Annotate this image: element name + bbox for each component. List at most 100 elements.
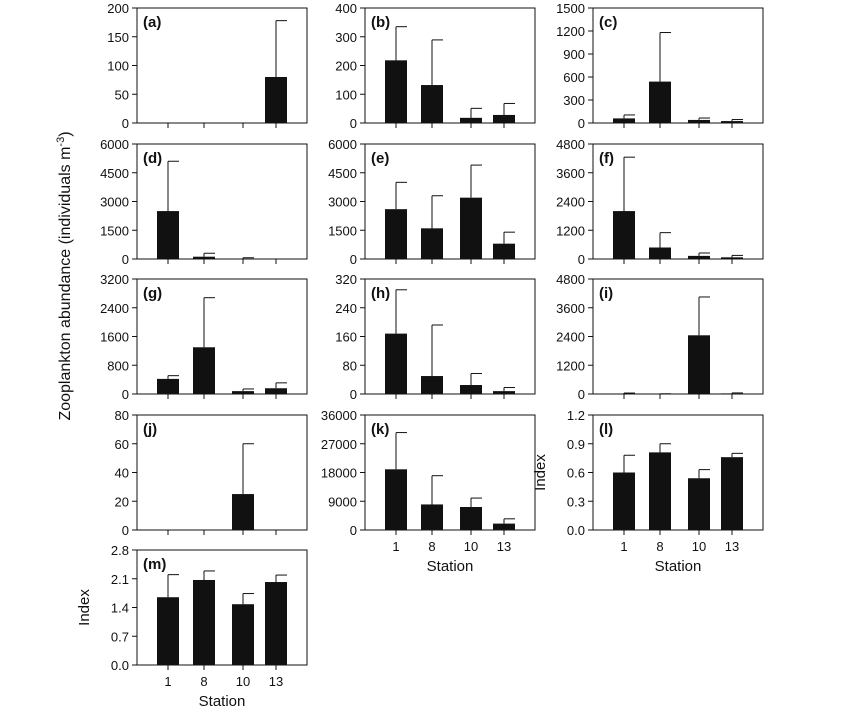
panel-j-ytick-label: 60 xyxy=(115,437,129,452)
panel-g-frame xyxy=(136,278,308,395)
panel-a-label: (a) xyxy=(143,14,161,31)
panel-m-xlabel: Station xyxy=(199,693,246,710)
panel-c-ytick-label: 300 xyxy=(563,93,585,108)
panel-l-ytick-label: 0.6 xyxy=(567,466,585,481)
panel-e-bar-8 xyxy=(421,228,443,259)
shared-y-axis-label-superscript: -3 xyxy=(55,137,67,147)
panel-f-bar-10 xyxy=(688,255,710,259)
panel-g: 0 800 1600 2400 3200 (g) xyxy=(100,272,308,402)
panel-c: 0 300 600 900 1200 1500 (c) xyxy=(556,1,764,131)
panel-l-ylabel: Index xyxy=(532,454,549,491)
panel-j-ytick-label: 0 xyxy=(122,523,129,538)
panel-j-label: (j) xyxy=(143,421,157,438)
panel-i-label: (i) xyxy=(599,285,613,302)
panel-b-bar-13 xyxy=(493,114,515,123)
panel-k-ytick-label: 27000 xyxy=(321,437,357,452)
panel-k-ytick-label: 9000 xyxy=(328,494,357,509)
panel-e-label: (e) xyxy=(371,150,389,167)
panel-f-bar-8 xyxy=(649,247,671,259)
panel-g-ytick-label: 2400 xyxy=(100,301,129,316)
panel-j-bar-10 xyxy=(232,494,254,530)
panel-g-ytick-label: 800 xyxy=(107,358,129,373)
panel-k-xlabel: Station xyxy=(427,558,474,575)
panel-l-label: (l) xyxy=(599,421,613,438)
panel-k-bar-1 xyxy=(385,469,407,530)
panel-l-bar-10 xyxy=(688,478,710,530)
panel-c-bar-13 xyxy=(721,121,743,123)
panel-m-bar-10 xyxy=(232,604,254,665)
panel-l-xlabel: Station xyxy=(655,558,702,575)
panel-b-ytick-label: 300 xyxy=(335,30,357,45)
panel-h-bar-10 xyxy=(460,385,482,394)
panel-b-bar-1 xyxy=(385,60,407,123)
panel-f: 0 1200 2400 3600 4800 (f) xyxy=(556,137,764,267)
panel-l-bar-13 xyxy=(721,457,743,530)
panel-a-bar-13 xyxy=(265,77,287,123)
panel-d-ytick-label: 6000 xyxy=(100,137,129,152)
panel-b-bar-8 xyxy=(421,85,443,123)
panel-l-bar-1 xyxy=(613,472,635,530)
panel-l-xtick-label: 8 xyxy=(656,539,663,554)
panel-i-frame xyxy=(592,278,764,395)
panel-m-ytick-label: 2.8 xyxy=(111,543,129,558)
panel-k-label: (k) xyxy=(371,421,389,438)
panel-b-bar-10 xyxy=(460,117,482,123)
panel-k-ytick-label: 36000 xyxy=(321,408,357,423)
panel-i-ytick-label: 4800 xyxy=(556,272,585,287)
panel-j-frame xyxy=(136,414,308,531)
panel-e-bar-10 xyxy=(460,197,482,259)
panel-h-bar-8 xyxy=(421,376,443,394)
panel-e-ytick-label: 1500 xyxy=(328,223,357,238)
panel-c-label: (c) xyxy=(599,14,617,31)
panel-l: 0.0 0.3 0.6 0.9 1.2 1 8 10 13 (l) Station Index xyxy=(532,408,764,575)
panel-d-ytick-label: 3000 xyxy=(100,195,129,210)
panel-m-ytick-label: 1.4 xyxy=(111,601,129,616)
panel-l-ytick-label: 1.2 xyxy=(567,408,585,423)
panel-l-bar-8 xyxy=(649,452,671,530)
panel-e-ytick-label: 6000 xyxy=(328,137,357,152)
panel-k-xtick-label: 13 xyxy=(497,539,511,554)
panel-g-ytick-label: 0 xyxy=(122,387,129,402)
panel-l-xtick-label: 13 xyxy=(725,539,739,554)
panel-c-bar-10 xyxy=(688,119,710,123)
panel-g-bar-8 xyxy=(193,347,215,394)
panel-f-bar-13 xyxy=(721,257,743,259)
panel-k-xtick-label: 1 xyxy=(392,539,399,554)
panel-k-bar-10 xyxy=(460,507,482,530)
panel-m-xtick-label: 10 xyxy=(236,674,250,689)
panel-d-ytick-label: 4500 xyxy=(100,166,129,181)
panel-f-label: (f) xyxy=(599,150,614,167)
panel-a-ytick-label: 50 xyxy=(115,87,129,102)
panel-d-bar-8 xyxy=(193,256,215,259)
panel-b-ytick-label: 0 xyxy=(350,116,357,131)
panel-c-ytick-label: 900 xyxy=(563,47,585,62)
panel-g-label: (g) xyxy=(143,285,162,302)
panel-d-label: (d) xyxy=(143,150,162,167)
panel-k: 0 9000 18000 27000 36000 1 8 10 13 (k) Station xyxy=(321,408,536,575)
panel-f-bar-1 xyxy=(613,211,635,259)
panel-l-ytick-label: 0.9 xyxy=(567,437,585,452)
panel-k-bar-8 xyxy=(421,504,443,530)
panel-c-ytick-label: 1500 xyxy=(556,1,585,16)
panel-g-bar-1 xyxy=(157,378,179,394)
panel-k-ytick-label: 18000 xyxy=(321,466,357,481)
panel-h: 0 80 160 240 320 (h) xyxy=(335,272,536,402)
panel-m-ytick-label: 0.7 xyxy=(111,629,129,644)
panel-d-bar-1 xyxy=(157,211,179,259)
panel-b-label: (b) xyxy=(371,14,390,31)
panel-h-ytick-label: 80 xyxy=(343,358,357,373)
panel-j-ytick-label: 80 xyxy=(115,408,129,423)
panel-h-label: (h) xyxy=(371,285,390,302)
panel-a-ytick-label: 150 xyxy=(107,30,129,45)
panel-b-ytick-label: 200 xyxy=(335,59,357,74)
shared-y-axis-label: Zooplankton abundance (individuals m-3) xyxy=(55,131,74,420)
panel-a-ytick-label: 100 xyxy=(107,59,129,74)
panel-k-xtick-label: 10 xyxy=(464,539,478,554)
panel-f-ytick-label: 1200 xyxy=(556,223,585,238)
panel-h-bar-1 xyxy=(385,333,407,394)
panel-m-ylabel: Index xyxy=(76,589,93,626)
panel-m: 0.0 0.7 1.4 2.1 2.8 1 8 10 13 (m) Station Index xyxy=(76,543,308,710)
shared-y-axis-label-main: Zooplankton abundance (individuals m xyxy=(57,147,74,421)
panel-m-label: (m) xyxy=(143,556,166,573)
